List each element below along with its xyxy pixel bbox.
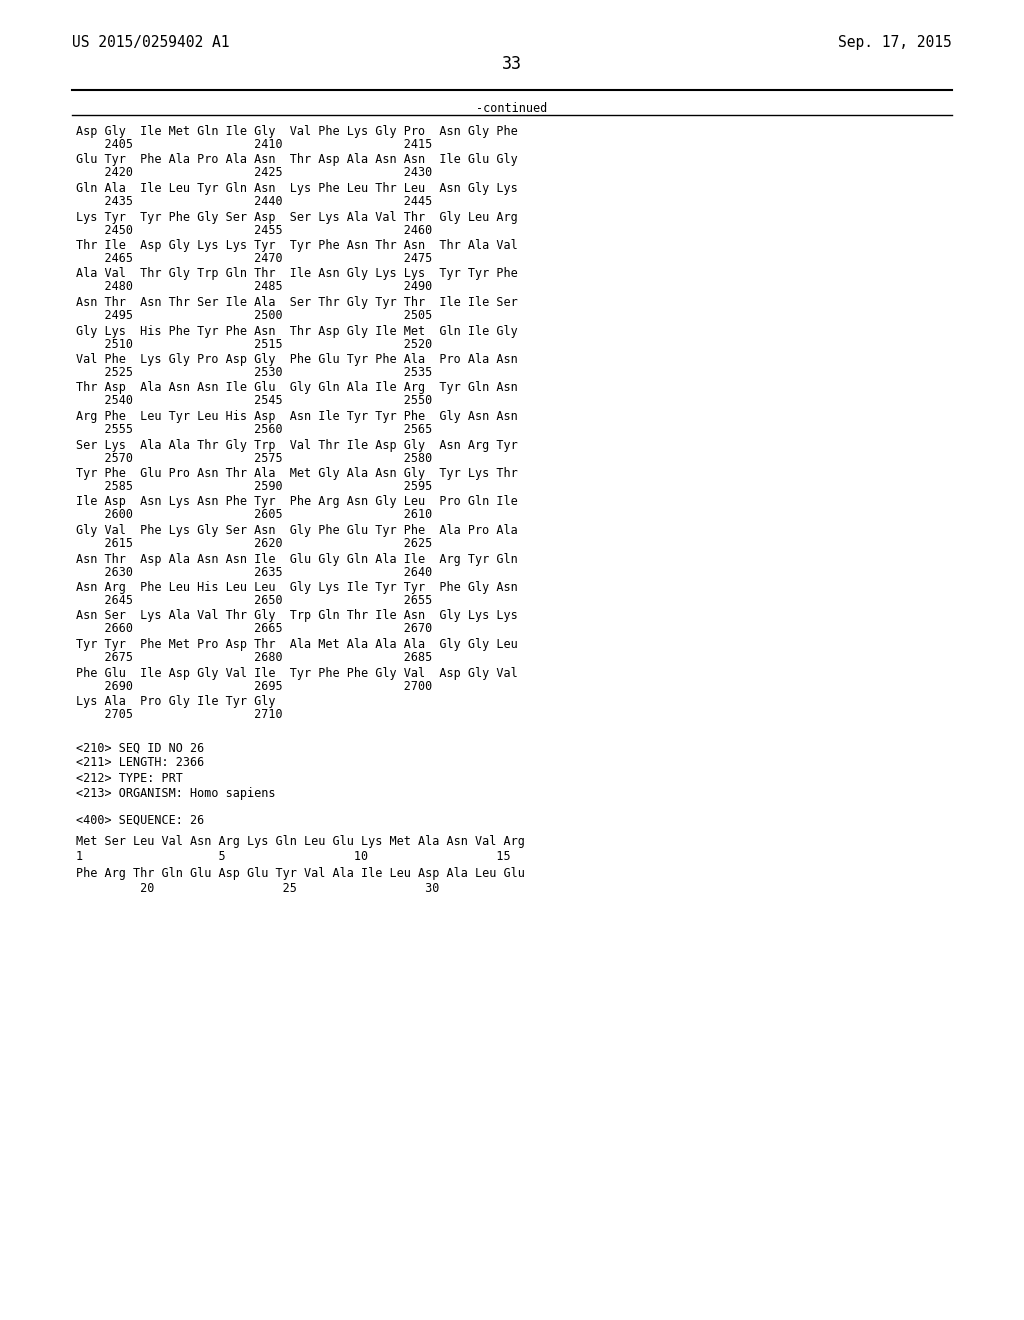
Text: 2645                 2650                 2655: 2645 2650 2655	[76, 594, 432, 607]
Text: US 2015/0259402 A1: US 2015/0259402 A1	[72, 36, 229, 50]
Text: 2420                 2425                 2430: 2420 2425 2430	[76, 166, 432, 180]
Text: Glu Tyr  Phe Ala Pro Ala Asn  Thr Asp Ala Asn Asn  Ile Glu Gly: Glu Tyr Phe Ala Pro Ala Asn Thr Asp Ala …	[76, 153, 518, 166]
Text: 2585                 2590                 2595: 2585 2590 2595	[76, 480, 432, 492]
Text: Phe Glu  Ile Asp Gly Val Ile  Tyr Phe Phe Gly Val  Asp Gly Val: Phe Glu Ile Asp Gly Val Ile Tyr Phe Phe …	[76, 667, 518, 680]
Text: Gly Lys  His Phe Tyr Phe Asn  Thr Asp Gly Ile Met  Gln Ile Gly: Gly Lys His Phe Tyr Phe Asn Thr Asp Gly …	[76, 325, 518, 338]
Text: Asn Ser  Lys Ala Val Thr Gly  Trp Gln Thr Ile Asn  Gly Lys Lys: Asn Ser Lys Ala Val Thr Gly Trp Gln Thr …	[76, 610, 518, 623]
Text: Ala Val  Thr Gly Trp Gln Thr  Ile Asn Gly Lys Lys  Tyr Tyr Phe: Ala Val Thr Gly Trp Gln Thr Ile Asn Gly …	[76, 268, 518, 281]
Text: Phe Arg Thr Gln Glu Asp Glu Tyr Val Ala Ile Leu Asp Ala Leu Glu: Phe Arg Thr Gln Glu Asp Glu Tyr Val Ala …	[76, 867, 525, 880]
Text: 2600                 2605                 2610: 2600 2605 2610	[76, 508, 432, 521]
Text: Asn Thr  Asn Thr Ser Ile Ala  Ser Thr Gly Tyr Thr  Ile Ile Ser: Asn Thr Asn Thr Ser Ile Ala Ser Thr Gly …	[76, 296, 518, 309]
Text: Gln Ala  Ile Leu Tyr Gln Asn  Lys Phe Leu Thr Leu  Asn Gly Lys: Gln Ala Ile Leu Tyr Gln Asn Lys Phe Leu …	[76, 182, 518, 195]
Text: Gly Val  Phe Lys Gly Ser Asn  Gly Phe Glu Tyr Phe  Ala Pro Ala: Gly Val Phe Lys Gly Ser Asn Gly Phe Glu …	[76, 524, 518, 537]
Text: 33: 33	[502, 55, 522, 73]
Text: <210> SEQ ID NO 26: <210> SEQ ID NO 26	[76, 742, 204, 755]
Text: Sep. 17, 2015: Sep. 17, 2015	[839, 36, 952, 50]
Text: 2480                 2485                 2490: 2480 2485 2490	[76, 281, 432, 293]
Text: 2450                 2455                 2460: 2450 2455 2460	[76, 223, 432, 236]
Text: Lys Ala  Pro Gly Ile Tyr Gly: Lys Ala Pro Gly Ile Tyr Gly	[76, 696, 275, 708]
Text: 2525                 2530                 2535: 2525 2530 2535	[76, 366, 432, 379]
Text: 2690                 2695                 2700: 2690 2695 2700	[76, 680, 432, 693]
Text: 2405                 2410                 2415: 2405 2410 2415	[76, 139, 432, 150]
Text: 2615                 2620                 2625: 2615 2620 2625	[76, 537, 432, 550]
Text: Met Ser Leu Val Asn Arg Lys Gln Leu Glu Lys Met Ala Asn Val Arg: Met Ser Leu Val Asn Arg Lys Gln Leu Glu …	[76, 836, 525, 849]
Text: 2495                 2500                 2505: 2495 2500 2505	[76, 309, 432, 322]
Text: <400> SEQUENCE: 26: <400> SEQUENCE: 26	[76, 813, 204, 826]
Text: 2570                 2575                 2580: 2570 2575 2580	[76, 451, 432, 465]
Text: Thr Asp  Ala Asn Asn Ile Glu  Gly Gln Ala Ile Arg  Tyr Gln Asn: Thr Asp Ala Asn Asn Ile Glu Gly Gln Ala …	[76, 381, 518, 395]
Text: 20                  25                  30: 20 25 30	[76, 882, 439, 895]
Text: Val Phe  Lys Gly Pro Asp Gly  Phe Glu Tyr Phe Ala  Pro Ala Asn: Val Phe Lys Gly Pro Asp Gly Phe Glu Tyr …	[76, 352, 518, 366]
Text: Arg Phe  Leu Tyr Leu His Asp  Asn Ile Tyr Tyr Phe  Gly Asn Asn: Arg Phe Leu Tyr Leu His Asp Asn Ile Tyr …	[76, 411, 518, 422]
Text: Asn Arg  Phe Leu His Leu Leu  Gly Lys Ile Tyr Tyr  Phe Gly Asn: Asn Arg Phe Leu His Leu Leu Gly Lys Ile …	[76, 581, 518, 594]
Text: 2510                 2515                 2520: 2510 2515 2520	[76, 338, 432, 351]
Text: 2540                 2545                 2550: 2540 2545 2550	[76, 395, 432, 408]
Text: 2660                 2665                 2670: 2660 2665 2670	[76, 623, 432, 635]
Text: 2705                 2710: 2705 2710	[76, 708, 283, 721]
Text: Tyr Tyr  Phe Met Pro Asp Thr  Ala Met Ala Ala Ala  Gly Gly Leu: Tyr Tyr Phe Met Pro Asp Thr Ala Met Ala …	[76, 638, 518, 651]
Text: 2555                 2560                 2565: 2555 2560 2565	[76, 422, 432, 436]
Text: -continued: -continued	[476, 102, 548, 115]
Text: Thr Ile  Asp Gly Lys Lys Tyr  Tyr Phe Asn Thr Asn  Thr Ala Val: Thr Ile Asp Gly Lys Lys Tyr Tyr Phe Asn …	[76, 239, 518, 252]
Text: Ser Lys  Ala Ala Thr Gly Trp  Val Thr Ile Asp Gly  Asn Arg Tyr: Ser Lys Ala Ala Thr Gly Trp Val Thr Ile …	[76, 438, 518, 451]
Text: <212> TYPE: PRT: <212> TYPE: PRT	[76, 771, 183, 784]
Text: 2630                 2635                 2640: 2630 2635 2640	[76, 565, 432, 578]
Text: Tyr Phe  Glu Pro Asn Thr Ala  Met Gly Ala Asn Gly  Tyr Lys Thr: Tyr Phe Glu Pro Asn Thr Ala Met Gly Ala …	[76, 467, 518, 480]
Text: Ile Asp  Asn Lys Asn Phe Tyr  Phe Arg Asn Gly Leu  Pro Gln Ile: Ile Asp Asn Lys Asn Phe Tyr Phe Arg Asn …	[76, 495, 518, 508]
Text: 2465                 2470                 2475: 2465 2470 2475	[76, 252, 432, 265]
Text: 2675                 2680                 2685: 2675 2680 2685	[76, 651, 432, 664]
Text: Asn Thr  Asp Ala Asn Asn Ile  Glu Gly Gln Ala Ile  Arg Tyr Gln: Asn Thr Asp Ala Asn Asn Ile Glu Gly Gln …	[76, 553, 518, 565]
Text: <211> LENGTH: 2366: <211> LENGTH: 2366	[76, 756, 204, 770]
Text: Lys Tyr  Tyr Phe Gly Ser Asp  Ser Lys Ala Val Thr  Gly Leu Arg: Lys Tyr Tyr Phe Gly Ser Asp Ser Lys Ala …	[76, 210, 518, 223]
Text: Asp Gly  Ile Met Gln Ile Gly  Val Phe Lys Gly Pro  Asn Gly Phe: Asp Gly Ile Met Gln Ile Gly Val Phe Lys …	[76, 125, 518, 139]
Text: 2435                 2440                 2445: 2435 2440 2445	[76, 195, 432, 209]
Text: 1                   5                  10                  15: 1 5 10 15	[76, 850, 511, 862]
Text: <213> ORGANISM: Homo sapiens: <213> ORGANISM: Homo sapiens	[76, 787, 275, 800]
